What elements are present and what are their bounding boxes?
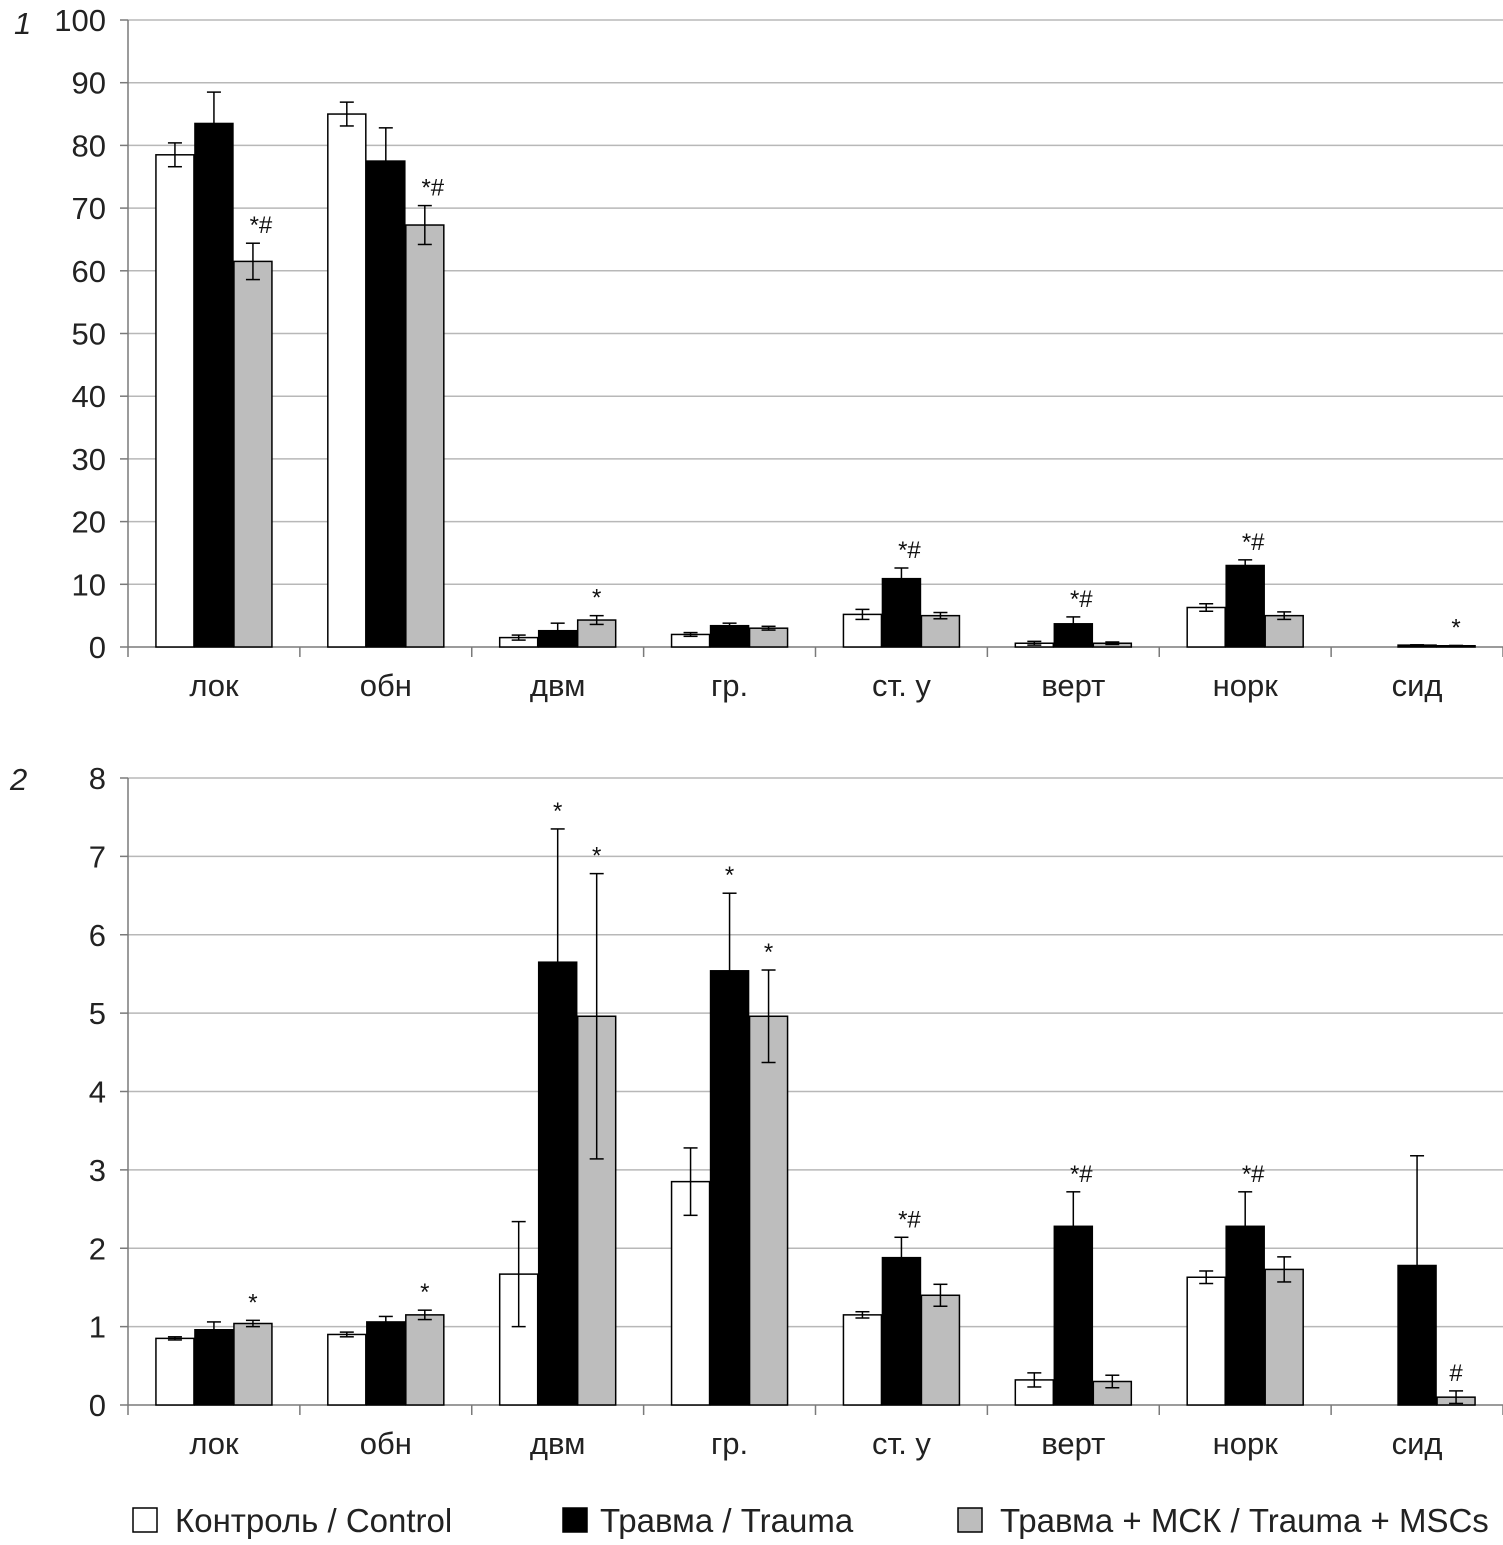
legend-label: Контроль / Control	[175, 1502, 452, 1539]
x-tick-label: ст. у	[872, 1426, 931, 1461]
significance-label: *#	[1242, 1161, 1265, 1188]
x-tick-label: верт	[1041, 668, 1105, 703]
y-tick-label: 8	[89, 761, 106, 796]
y-tick-label: 60	[72, 254, 106, 289]
bar	[748, 627, 789, 648]
x-tick-label: верт	[1041, 1426, 1105, 1461]
y-tick-label: 6	[89, 918, 106, 953]
x-tick-label: норк	[1213, 668, 1279, 703]
significance-label: *	[420, 1279, 429, 1306]
y-tick-label: 0	[89, 1388, 106, 1423]
bar	[881, 1256, 922, 1406]
significance-label: #	[1449, 1360, 1463, 1387]
y-tick-label: 70	[72, 191, 106, 226]
y-tick-label: 0	[89, 630, 106, 665]
bar	[366, 160, 406, 648]
legend-swatch	[132, 1507, 158, 1533]
x-tick-label: двм	[530, 668, 586, 703]
bar	[405, 1314, 445, 1406]
panel-label: 1	[14, 6, 31, 41]
significance-label: *	[764, 939, 773, 966]
bar	[842, 1314, 883, 1406]
y-tick-label: 100	[54, 3, 106, 38]
bar	[155, 1337, 195, 1406]
bar	[920, 614, 961, 648]
y-tick-label: 80	[72, 128, 106, 163]
significance-label: *	[592, 585, 601, 612]
y-tick-label: 4	[89, 1075, 106, 1110]
significance-label: *#	[421, 175, 444, 202]
bar	[1186, 606, 1226, 648]
legend-label: Травма + МСК / Trauma + MSCs	[1000, 1502, 1489, 1539]
x-tick-label: сид	[1392, 1426, 1443, 1461]
x-tick-label: гр.	[711, 668, 748, 703]
significance-label: *#	[1242, 529, 1265, 556]
y-tick-label: 2	[89, 1231, 106, 1266]
x-tick-label: гр.	[711, 1426, 748, 1461]
significance-label: *#	[1070, 586, 1093, 613]
bar	[1264, 614, 1304, 648]
bar	[405, 224, 445, 648]
bar	[327, 113, 367, 648]
bar	[194, 122, 234, 648]
y-tick-label: 10	[72, 567, 106, 602]
legend: Контроль / Control Травма / Trauma Травма …	[132, 1502, 1489, 1539]
bar	[366, 1321, 406, 1406]
bar	[1225, 564, 1265, 648]
significance-label: *#	[250, 212, 273, 239]
significance-label: *#	[898, 1206, 921, 1233]
significance-label: *	[1451, 614, 1460, 641]
bar	[233, 1322, 273, 1406]
bar	[155, 154, 195, 648]
bar	[194, 1329, 234, 1406]
significance-label: *	[592, 843, 601, 870]
significance-label: *	[248, 1289, 257, 1316]
y-tick-label: 7	[89, 839, 106, 874]
significance-label: *#	[898, 537, 921, 564]
bar	[748, 1015, 789, 1406]
x-tick-label: обн	[360, 668, 412, 703]
significance-label: *	[553, 798, 562, 825]
legend-item: Контроль / Control	[132, 1502, 452, 1539]
legend-item: Травма / Trauma	[562, 1502, 854, 1539]
x-tick-label: лок	[189, 668, 239, 703]
x-tick-label: ст. у	[872, 668, 931, 703]
x-tick-label: двм	[530, 1426, 586, 1461]
panel-2: 2 0 1 2 3 4 5 6 7 8 лок обн двм гр. ст. у верт норк сид * *…	[9, 761, 1503, 1461]
x-tick-label: сид	[1392, 668, 1443, 703]
x-tick-label: норк	[1213, 1426, 1279, 1461]
y-tick-label: 90	[72, 66, 106, 101]
bar	[920, 1294, 961, 1406]
legend-swatch	[562, 1507, 588, 1533]
y-tick-label: 1	[89, 1310, 106, 1345]
significance-label: *#	[1070, 1161, 1093, 1188]
legend-swatch	[957, 1507, 983, 1533]
bar	[1186, 1276, 1226, 1406]
legend-label: Травма / Trauma	[600, 1502, 854, 1539]
y-tick-label: 40	[72, 379, 106, 414]
y-tick-label: 50	[72, 317, 106, 352]
x-tick-label: лок	[189, 1426, 239, 1461]
bar	[1264, 1268, 1304, 1406]
bar	[233, 260, 273, 648]
y-tick-label: 30	[72, 442, 106, 477]
y-tick-label: 5	[89, 996, 106, 1031]
legend-item: Травма + МСК / Trauma + MSCs	[957, 1502, 1489, 1539]
x-tick-label: обн	[360, 1426, 412, 1461]
significance-label: *	[725, 862, 734, 889]
bar	[327, 1333, 367, 1406]
bar	[1014, 1379, 1055, 1406]
y-tick-label: 3	[89, 1153, 106, 1188]
panel-label: 2	[9, 762, 27, 797]
y-tick-label: 20	[72, 505, 106, 540]
